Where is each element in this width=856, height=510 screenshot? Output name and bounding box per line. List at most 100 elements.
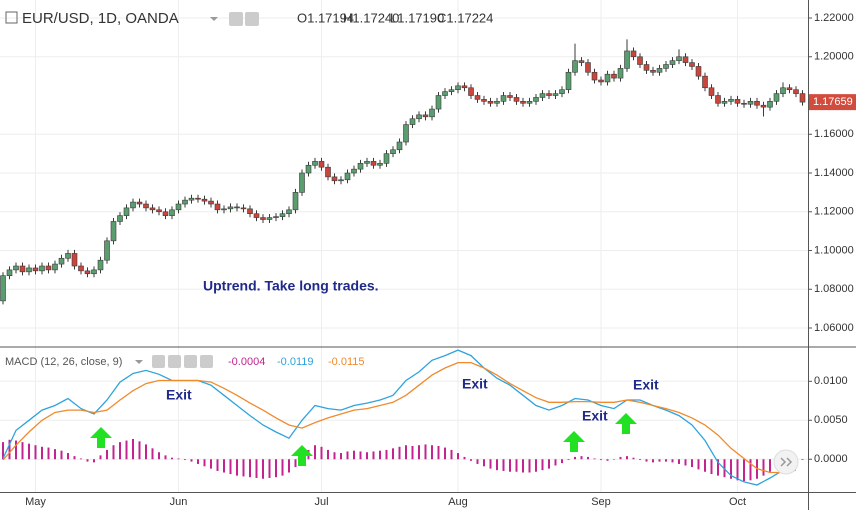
candle-body bbox=[565, 71, 572, 91]
histogram-bar bbox=[190, 459, 193, 462]
indicator-add-button[interactable] bbox=[184, 355, 197, 368]
candle-body bbox=[793, 89, 799, 94]
histogram-bar bbox=[632, 457, 635, 460]
dropdown-arrow[interactable] bbox=[135, 360, 143, 364]
candle-body bbox=[123, 207, 130, 216]
indicator-settings-button[interactable] bbox=[152, 355, 165, 368]
candle-body bbox=[97, 259, 104, 271]
candle-body bbox=[266, 217, 273, 220]
candle-body bbox=[468, 87, 474, 96]
histogram-bar bbox=[580, 456, 583, 460]
candle-body bbox=[552, 93, 559, 96]
candle-body bbox=[455, 85, 461, 91]
histogram-bar bbox=[236, 459, 238, 476]
candle-body bbox=[643, 64, 650, 71]
histogram-bar bbox=[99, 455, 102, 460]
candle-body bbox=[799, 93, 806, 103]
histogram-bar bbox=[593, 458, 596, 460]
format-button[interactable] bbox=[245, 12, 259, 26]
histogram-bar bbox=[658, 459, 661, 462]
histogram-bar bbox=[54, 449, 56, 460]
candle-body bbox=[162, 211, 169, 216]
histogram-bar bbox=[275, 459, 277, 478]
histogram-bar bbox=[431, 445, 433, 460]
histogram-bar bbox=[496, 459, 498, 471]
candle-body bbox=[273, 216, 279, 218]
candle-body bbox=[773, 93, 780, 102]
histogram-bar bbox=[671, 459, 674, 463]
candle-body bbox=[71, 253, 78, 267]
histogram-bar bbox=[106, 449, 108, 460]
candle-body bbox=[429, 108, 435, 118]
histogram-bar bbox=[15, 440, 17, 460]
histogram-bar bbox=[392, 448, 394, 460]
candle-body bbox=[383, 153, 390, 164]
histogram-bar bbox=[619, 456, 622, 460]
candle-body bbox=[169, 209, 175, 216]
y-tick-label: 1.14000 bbox=[814, 167, 854, 179]
histogram-bar bbox=[645, 459, 648, 462]
candle-body bbox=[611, 73, 617, 79]
annotation: Exit bbox=[582, 408, 608, 424]
histogram-bar bbox=[567, 459, 570, 461]
histogram-bar bbox=[372, 451, 375, 460]
histogram-bar bbox=[346, 451, 349, 460]
x-tick-label: Aug bbox=[448, 496, 468, 508]
candle-body bbox=[728, 99, 734, 102]
y-tick-label: 1.08000 bbox=[814, 283, 854, 295]
indicator-remove-button[interactable] bbox=[200, 355, 213, 368]
up-arrows bbox=[90, 413, 637, 466]
histogram-bar bbox=[320, 446, 323, 460]
candle-body bbox=[377, 163, 383, 166]
candle-body bbox=[442, 91, 448, 96]
last-price-box bbox=[809, 94, 856, 111]
symbol-icon[interactable] bbox=[5, 11, 18, 24]
histogram-bar bbox=[255, 459, 258, 478]
histogram-bar bbox=[21, 442, 24, 460]
candle-body bbox=[409, 118, 416, 125]
histogram-bar bbox=[366, 452, 368, 460]
histogram-bar bbox=[93, 459, 95, 463]
y-tick-label: 1.16000 bbox=[814, 128, 854, 140]
histogram-bar bbox=[80, 458, 82, 460]
candle-body bbox=[338, 179, 344, 182]
candle-body bbox=[364, 161, 370, 164]
candle-body bbox=[572, 60, 578, 73]
histogram-bar bbox=[548, 459, 550, 469]
up-arrow bbox=[563, 431, 585, 452]
histogram-bar bbox=[8, 439, 11, 460]
candle-body bbox=[734, 99, 741, 104]
histogram-bar bbox=[411, 446, 414, 460]
candle-body bbox=[481, 99, 487, 102]
histogram-bar bbox=[242, 459, 245, 477]
histogram-bar bbox=[418, 445, 420, 460]
histogram-bar bbox=[444, 447, 446, 460]
y-tick-label: 1.20000 bbox=[814, 51, 854, 63]
candle-body bbox=[6, 269, 13, 277]
histogram-bar bbox=[28, 443, 30, 460]
annotation: Exit bbox=[462, 376, 488, 392]
histogram-bar bbox=[489, 459, 492, 469]
candle-body bbox=[533, 97, 539, 102]
histogram-bar bbox=[515, 459, 518, 472]
dropdown-arrow[interactable] bbox=[210, 17, 218, 21]
indicator-format-button[interactable] bbox=[168, 355, 181, 368]
histogram-bar bbox=[801, 459, 804, 461]
candle-body bbox=[305, 164, 312, 174]
histogram-bar bbox=[502, 459, 505, 471]
candle-body bbox=[676, 56, 682, 61]
histogram-bar bbox=[704, 459, 706, 472]
histogram-bar bbox=[730, 459, 732, 479]
histogram-bar bbox=[736, 459, 739, 481]
candle-body bbox=[117, 215, 123, 222]
histogram-bar bbox=[294, 459, 297, 468]
histogram-bar bbox=[145, 444, 147, 460]
histogram-bar bbox=[541, 459, 544, 471]
labels-layer: 1.06000 1.08000 1.10000 1.12000 1.14000 1.160… bbox=[25, 12, 856, 508]
histogram-bar bbox=[288, 459, 290, 473]
candle-body bbox=[663, 64, 669, 69]
settings-button[interactable] bbox=[229, 12, 243, 26]
candle-body bbox=[227, 206, 234, 210]
histogram-bar bbox=[125, 440, 128, 460]
histogram-bar bbox=[184, 459, 186, 461]
